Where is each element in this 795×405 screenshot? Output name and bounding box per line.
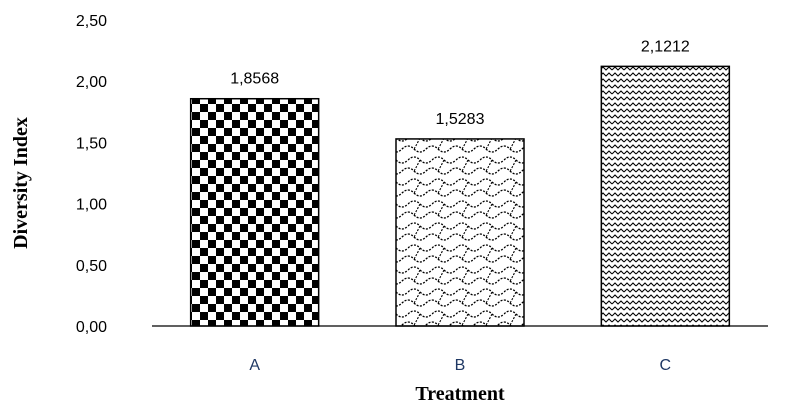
data-labels: 1,8568 1,5283 2,1212 xyxy=(230,38,690,128)
y-tick-label: 2,50 xyxy=(76,13,107,30)
bar-a xyxy=(189,97,320,327)
x-axis-title: Treatment xyxy=(415,383,505,405)
data-label-a: 1,8568 xyxy=(230,71,279,88)
x-tick-label-a: A xyxy=(249,357,260,374)
x-tick-label-b: B xyxy=(455,357,466,374)
y-tick-label: 0,00 xyxy=(76,319,107,336)
y-tick-label: 1,50 xyxy=(76,135,107,152)
x-tick-label-c: C xyxy=(660,357,672,374)
x-axis-categories: A B C xyxy=(249,357,671,374)
bars xyxy=(189,65,731,327)
y-tick-label: 1,00 xyxy=(76,197,107,214)
data-label-b: 1,5283 xyxy=(436,111,485,128)
bar-b xyxy=(395,138,525,327)
data-label-c: 2,1212 xyxy=(641,38,690,55)
y-axis-title: Diversity Index xyxy=(10,117,32,249)
y-axis-ticks: 0,00 0,50 1,00 1,50 2,00 2,50 xyxy=(76,13,107,336)
bar-c xyxy=(600,65,731,327)
y-tick-label: 2,00 xyxy=(76,74,107,91)
y-tick-label: 0,50 xyxy=(76,258,107,275)
